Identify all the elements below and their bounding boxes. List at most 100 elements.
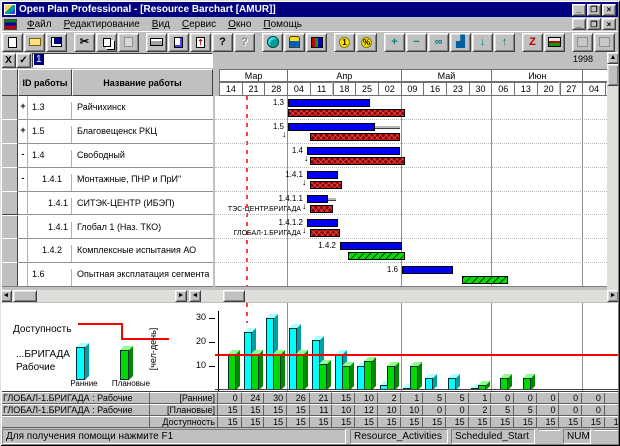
column-header-name[interactable]: Название работы [72, 69, 213, 96]
table-scroll-thumb[interactable] [13, 290, 37, 302]
table-row[interactable]: -1.4.1 Монтажные, ПНР и ПрИ" [0, 166, 213, 192]
row-header-cell[interactable] [0, 142, 18, 168]
table-horizontal-scrollbar[interactable]: ◄ ► [0, 290, 187, 302]
save-button[interactable] [46, 32, 67, 52]
row-header-cell[interactable] [0, 166, 18, 192]
scheduled-bar[interactable] [310, 228, 340, 237]
edit-input[interactable]: 1 [32, 53, 213, 68]
gantt-scroll-thumb[interactable] [223, 290, 245, 302]
copy-button[interactable] [96, 32, 117, 52]
scheduled-bar[interactable] [310, 204, 333, 213]
activity-id-cell[interactable]: 1.3 [28, 102, 72, 119]
time-analysis-button[interactable] [262, 32, 283, 52]
menu-item-редактирование[interactable]: Редактирование [63, 18, 140, 30]
scroll-right-icon[interactable]: ► [607, 290, 619, 302]
table-row[interactable]: +1.3 Райчихинск [0, 96, 213, 120]
minimize-button[interactable]: _ [572, 3, 586, 16]
edit-accept-button[interactable]: ✓ [16, 53, 31, 68]
menu-item-помощь[interactable]: Помощь [263, 18, 303, 30]
restore-button[interactable]: ❐ [587, 3, 601, 16]
risk-analysis-button[interactable] [306, 32, 327, 52]
close-button[interactable]: × [602, 3, 616, 16]
add-activity-button[interactable]: + [384, 32, 405, 52]
scroll-left-icon[interactable]: ◄ [189, 290, 201, 302]
menu-item-окно[interactable]: Окно [228, 18, 252, 30]
scheduled-bar[interactable] [310, 180, 342, 189]
activity-name-cell[interactable]: Комплексные испытания АО [77, 245, 197, 256]
resource-scheduling-button[interactable] [284, 32, 305, 52]
column-header-id[interactable]: ID работы [18, 69, 72, 96]
early-bar[interactable] [288, 122, 375, 131]
activity-name-cell[interactable]: Опытная эксплатация сегмента [77, 269, 210, 280]
row-header-cell[interactable] [0, 238, 18, 264]
early-bar[interactable] [307, 170, 338, 179]
row-header-cell[interactable] [0, 214, 18, 240]
table-row[interactable]: -1.4 Свободный [0, 142, 213, 168]
scheduled-bar[interactable] [310, 132, 400, 141]
row-header-cell[interactable] [0, 262, 18, 286]
activity-id-cell[interactable]: 1.5 [28, 125, 72, 143]
cut-button[interactable]: ✂ [74, 32, 95, 52]
outline-indicator[interactable]: + [20, 124, 26, 135]
menu-item-вид[interactable]: Вид [151, 18, 170, 30]
early-bar[interactable] [402, 266, 453, 275]
table-row[interactable]: 1.6 Опытная эксплатация сегмента [0, 262, 213, 286]
activity-name-cell[interactable]: Глобал 1 (Наз. ТКО) [77, 221, 162, 232]
scroll-left-icon[interactable]: ◄ [0, 290, 12, 302]
sort-button[interactable]: Z [522, 32, 543, 52]
row-header-cell[interactable] [0, 96, 18, 120]
menu-item-сервис[interactable]: Сервис [181, 18, 217, 30]
activity-id-cell[interactable]: 1.6 [28, 269, 72, 286]
table-row[interactable]: +1.5 Благовещенск РКЦ [0, 118, 213, 144]
table-row[interactable]: 1.4.1 Глобал 1 (Наз. ТКО) [0, 214, 213, 240]
menu-item-файл[interactable]: Файл [27, 18, 52, 30]
screen-view-button[interactable] [544, 32, 565, 52]
activity-id-cell[interactable]: 1.4.1 [28, 197, 72, 215]
new-document-button[interactable] [2, 32, 23, 52]
page-setup-button[interactable]: ⇡ [190, 32, 211, 52]
early-bar[interactable] [288, 99, 370, 107]
activity-id-cell[interactable]: 1.4.1 [28, 173, 72, 191]
outline-indicator[interactable]: - [21, 172, 25, 183]
table-row[interactable]: 1.4.1 СИТЭК-ЦЕНТР (ИБЭП) [0, 190, 213, 216]
vertical-scroll-thumb[interactable] [607, 64, 619, 86]
early-bar[interactable] [307, 194, 328, 203]
link-activities-button[interactable]: ∞ [428, 32, 449, 52]
scroll-right-icon[interactable]: ► [175, 290, 187, 302]
row-header-cell[interactable] [0, 190, 18, 216]
table-row[interactable]: 1.4.2 Комплексные испытания АО [0, 238, 213, 264]
scheduled-bar[interactable] [288, 109, 405, 117]
early-bar[interactable] [307, 146, 400, 155]
activity-id-cell[interactable]: 1.4.1 [28, 221, 72, 239]
activity-name-cell[interactable]: СИТЭК-ЦЕНТР (ИБЭП) [77, 197, 175, 208]
move-up-button[interactable]: ↑ [494, 32, 515, 52]
scroll-up-icon[interactable]: ▲ [607, 52, 619, 64]
percent-complete-button[interactable]: % [356, 32, 377, 52]
barchart-view-button[interactable]: ▟ [450, 32, 471, 52]
delete-activity-button[interactable]: − [406, 32, 427, 52]
mdi-restore-button[interactable]: ❐ [587, 18, 601, 30]
cost-button[interactable]: 1 [334, 32, 355, 52]
edit-cancel-button[interactable]: X [1, 53, 16, 68]
gantt-horizontal-scrollbar[interactable]: ◄ ► [189, 290, 619, 302]
vertical-scrollbar[interactable]: ▲ ▼ [607, 52, 619, 302]
mdi-close-button[interactable]: × [602, 18, 616, 30]
early-bar[interactable] [340, 242, 402, 251]
mdi-minimize-button[interactable]: _ [572, 18, 586, 30]
outline-indicator[interactable]: + [20, 101, 26, 111]
late-bar[interactable] [348, 252, 405, 261]
pane-splitter[interactable] [213, 52, 215, 302]
print-preview-button[interactable] [168, 32, 189, 52]
activity-name-cell[interactable]: Благовещенск РКЦ [77, 125, 157, 136]
help-button[interactable]: ? [212, 32, 233, 52]
scheduled-bar[interactable] [310, 156, 405, 165]
early-bar[interactable] [307, 218, 338, 227]
activity-name-cell[interactable]: Свободный [77, 149, 125, 160]
print-button[interactable] [146, 32, 167, 52]
late-bar[interactable] [462, 276, 508, 285]
activity-name-cell[interactable]: Райчихинск [77, 102, 126, 112]
open-file-button[interactable] [24, 32, 45, 52]
activity-id-cell[interactable]: 1.4.2 [28, 245, 72, 263]
activity-name-cell[interactable]: Монтажные, ПНР и ПрИ" [77, 173, 182, 184]
row-header-cell[interactable] [0, 118, 18, 144]
